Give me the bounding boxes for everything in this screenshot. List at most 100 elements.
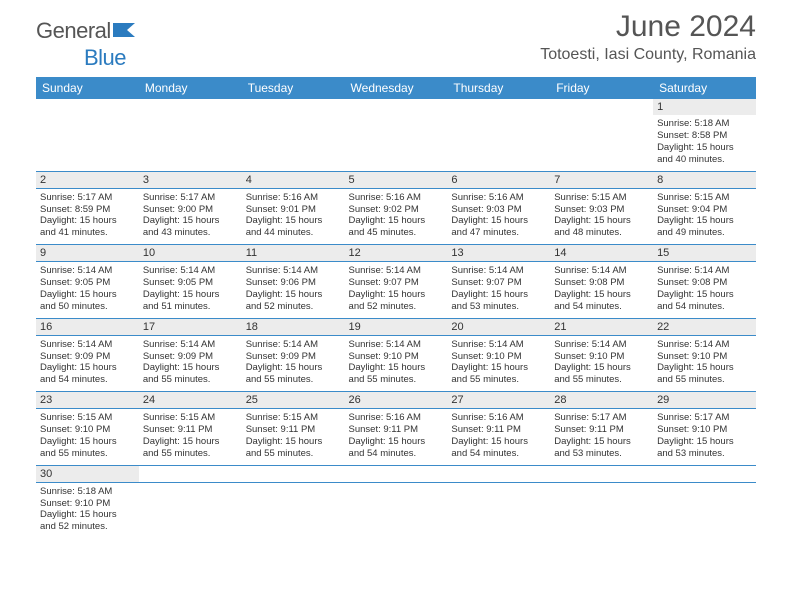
daylight-line: Daylight: 15 hours and 55 minutes. bbox=[143, 436, 238, 460]
sunrise-line: Sunrise: 5:15 AM bbox=[143, 412, 238, 424]
daylight-line: Daylight: 15 hours and 54 minutes. bbox=[554, 289, 649, 313]
day-cell bbox=[242, 482, 345, 538]
day-cell bbox=[242, 115, 345, 171]
sunset-line: Sunset: 9:01 PM bbox=[246, 204, 341, 216]
day-cell bbox=[653, 482, 756, 538]
sunset-line: Sunset: 9:10 PM bbox=[657, 424, 752, 436]
sunset-line: Sunset: 9:00 PM bbox=[143, 204, 238, 216]
day-cell bbox=[345, 482, 448, 538]
week-row: Sunrise: 5:14 AM Sunset: 9:05 PM Daylight:… bbox=[36, 262, 756, 319]
sunset-line: Sunset: 9:09 PM bbox=[40, 351, 135, 363]
day-cell: Sunrise: 5:17 AMSunset: 9:11 PMDaylight:… bbox=[550, 409, 653, 466]
day-number: 13 bbox=[447, 245, 550, 262]
day-number: 7 bbox=[550, 171, 653, 188]
day-number: 22 bbox=[653, 318, 756, 335]
sunrise-line: Sunrise: 5:14 AM bbox=[349, 265, 444, 277]
day-cell: Sunrise: 5:17 AMSunset: 9:00 PMDaylight:… bbox=[139, 188, 242, 245]
day-cell: Sunrise: 5:16 AMSunset: 9:01 PMDaylight:… bbox=[242, 188, 345, 245]
week-row: Sunrise: 5:15 AMSunset: 9:10 PMDaylight:… bbox=[36, 409, 756, 466]
day-number: 4 bbox=[242, 171, 345, 188]
sunset-line: Sunset: 9:06 PM bbox=[246, 277, 341, 289]
sunset-line: Sunset: 9:11 PM bbox=[349, 424, 444, 436]
sunrise-line: Sunrise: 5:14 AM bbox=[246, 265, 341, 277]
sunset-line: Sunset: 8:59 PM bbox=[40, 204, 135, 216]
day-number: 28 bbox=[550, 392, 653, 409]
daylight-line: Daylight: 15 hours and 43 minutes. bbox=[143, 215, 238, 239]
day-cell bbox=[447, 115, 550, 171]
day-number: 25 bbox=[242, 392, 345, 409]
sunrise-line: Sunrise: 5:15 AM bbox=[40, 412, 135, 424]
sunrise-line: Sunrise: 5:14 AM bbox=[40, 339, 135, 351]
sunset-line: Sunset: 9:11 PM bbox=[554, 424, 649, 436]
daylight-line: Daylight: 15 hours and 40 minutes. bbox=[657, 142, 752, 166]
sunrise-line: Sunrise: 5:15 AM bbox=[554, 192, 649, 204]
day-header-saturday: Saturday bbox=[653, 77, 756, 99]
day-header-tuesday: Tuesday bbox=[242, 77, 345, 99]
day-number: 24 bbox=[139, 392, 242, 409]
daynum-row: 1 bbox=[36, 99, 756, 115]
daylight-line: Daylight: 15 hours and 52 minutes. bbox=[246, 289, 341, 313]
daylight-line: Daylight: 15 hours and 55 minutes. bbox=[246, 362, 341, 386]
week-row: Sunrise: 5:17 AMSunset: 8:59 PMDaylight:… bbox=[36, 188, 756, 245]
day-cell: Sunrise: 5:16 AMSunset: 9:11 PMDaylight:… bbox=[345, 409, 448, 466]
sunset-line: Sunset: 9:08 PM bbox=[554, 277, 649, 289]
day-cell: Sunrise: 5:15 AMSunset: 9:10 PMDaylight:… bbox=[36, 409, 139, 466]
day-cell: Sunrise: 5:15 AMSunset: 9:03 PMDaylight:… bbox=[550, 188, 653, 245]
sunrise-line: Sunrise: 5:14 AM bbox=[657, 265, 752, 277]
day-cell: Sunrise: 5:14 AMSunset: 9:07 PMDaylight:… bbox=[345, 262, 448, 319]
sunset-line: Sunset: 9:02 PM bbox=[349, 204, 444, 216]
day-cell: Sunrise: 5:14 AMSunset: 9:05 PMDaylight:… bbox=[36, 262, 139, 319]
day-number: 15 bbox=[653, 245, 756, 262]
calendar-body: 1Sunrise: 5:18 AMSunset: 8:58 PMDaylight… bbox=[36, 99, 756, 538]
sunset-line: Sunset: 9:10 PM bbox=[40, 498, 135, 510]
day-cell: Sunrise: 5:14 AMSunset: 9:10 PMDaylight:… bbox=[653, 335, 756, 392]
day-number bbox=[447, 465, 550, 482]
day-cell: Sunrise: 5:17 AMSunset: 9:10 PMDaylight:… bbox=[653, 409, 756, 466]
daylight-line: Daylight: 15 hours and 48 minutes. bbox=[554, 215, 649, 239]
day-number: 14 bbox=[550, 245, 653, 262]
daylight-line: Daylight: 15 hours and 54 minutes. bbox=[349, 436, 444, 460]
daylight-line: Daylight: 15 hours and 55 minutes. bbox=[349, 362, 444, 386]
daylight-line: Daylight: 15 hours and 52 minutes. bbox=[40, 509, 135, 533]
sunset-line: Sunset: 9:11 PM bbox=[451, 424, 546, 436]
day-number: 9 bbox=[36, 245, 139, 262]
sunset-line: Sunset: 9:05 PM bbox=[40, 277, 135, 289]
daynum-row: 23242526272829 bbox=[36, 392, 756, 409]
daylight-line: Daylight: 15 hours and 53 minutes. bbox=[451, 289, 546, 313]
day-number bbox=[345, 465, 448, 482]
location-text: Totoesti, Iasi County, Romania bbox=[540, 46, 756, 64]
sunrise-line: Sunrise: 5:14 AM bbox=[246, 339, 341, 351]
day-number: 5 bbox=[345, 171, 448, 188]
day-number: 23 bbox=[36, 392, 139, 409]
sunset-line: Sunset: 9:10 PM bbox=[451, 351, 546, 363]
sunrise-line: Sunrise: 5:16 AM bbox=[451, 412, 546, 424]
daylight-line: Daylight: 15 hours and 55 minutes. bbox=[451, 362, 546, 386]
day-number: 27 bbox=[447, 392, 550, 409]
daylight-line: Daylight: 15 hours and 53 minutes. bbox=[657, 436, 752, 460]
sunset-line: Sunset: 9:07 PM bbox=[349, 277, 444, 289]
day-number bbox=[345, 99, 448, 115]
day-number: 6 bbox=[447, 171, 550, 188]
sunset-line: Sunset: 9:08 PM bbox=[657, 277, 752, 289]
day-number bbox=[447, 99, 550, 115]
day-number: 2 bbox=[36, 171, 139, 188]
day-cell: Sunrise: 5:18 AMSunset: 9:10 PMDaylight:… bbox=[36, 482, 139, 538]
day-number: 21 bbox=[550, 318, 653, 335]
logo-word-2: Blue bbox=[84, 45, 126, 70]
daylight-line: Daylight: 15 hours and 49 minutes. bbox=[657, 215, 752, 239]
day-cell: Sunrise: 5:14 AMSunset: 9:10 PMDaylight:… bbox=[447, 335, 550, 392]
day-cell: Sunrise: 5:16 AMSunset: 9:03 PMDaylight:… bbox=[447, 188, 550, 245]
sunrise-line: Sunrise: 5:16 AM bbox=[349, 192, 444, 204]
sunrise-line: Sunrise: 5:14 AM bbox=[554, 339, 649, 351]
daylight-line: Daylight: 15 hours and 54 minutes. bbox=[657, 289, 752, 313]
daylight-line: Daylight: 15 hours and 54 minutes. bbox=[40, 362, 135, 386]
day-cell bbox=[447, 482, 550, 538]
day-cell bbox=[36, 115, 139, 171]
sunrise-line: Sunrise: 5:15 AM bbox=[246, 412, 341, 424]
daynum-row: 2345678 bbox=[36, 171, 756, 188]
week-row: Sunrise: 5:18 AMSunset: 9:10 PMDaylight:… bbox=[36, 482, 756, 538]
day-cell: Sunrise: 5:14 AMSunset: 9:06 PMDaylight:… bbox=[242, 262, 345, 319]
sunrise-line: Sunrise: 5:18 AM bbox=[40, 486, 135, 498]
logo-text: General Blue bbox=[36, 18, 139, 71]
daylight-line: Daylight: 15 hours and 53 minutes. bbox=[554, 436, 649, 460]
